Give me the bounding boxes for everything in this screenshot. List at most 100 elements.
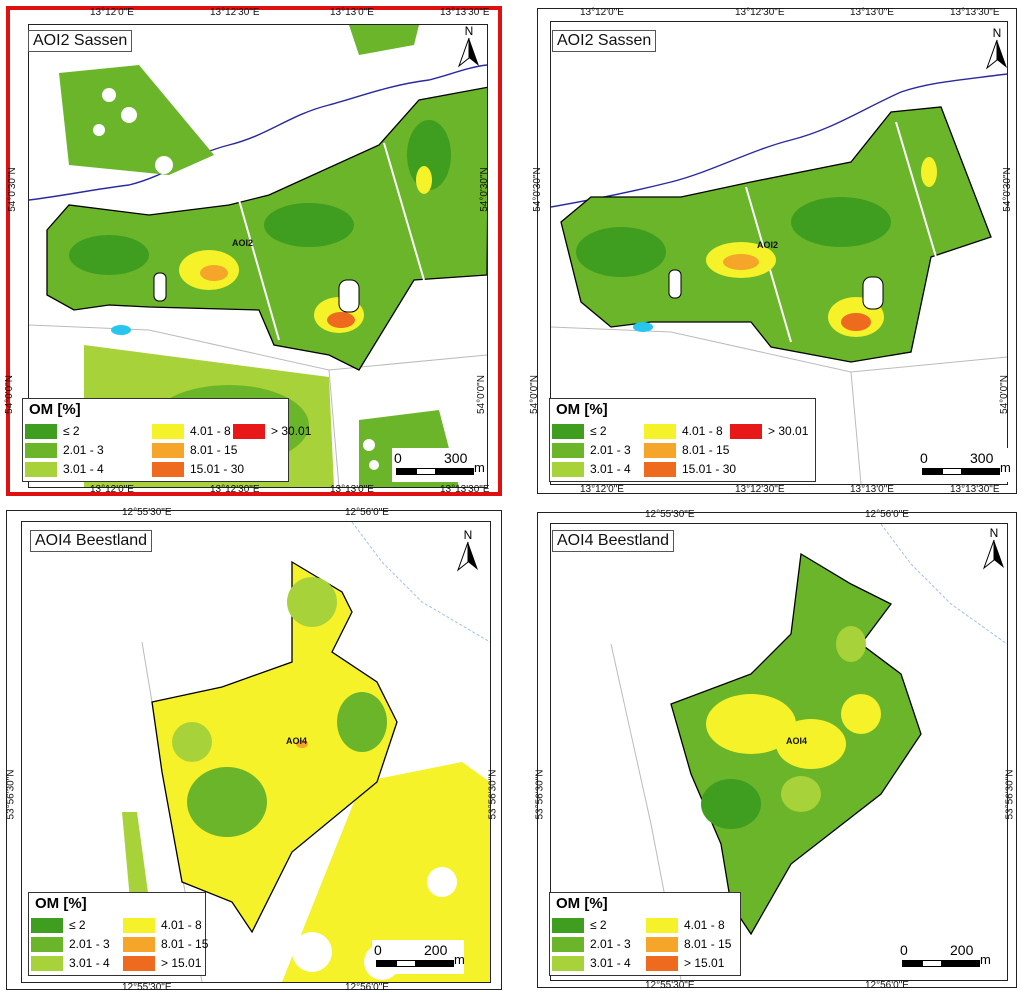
- legend-swatch: [730, 423, 762, 439]
- legend-item: > 30.01: [233, 423, 311, 439]
- north-label: N: [992, 26, 1002, 40]
- legend-label: 15.01 - 30: [682, 462, 737, 476]
- scale-unit: m: [980, 952, 991, 967]
- tick-label-left: 53°56'30"N: [534, 769, 546, 820]
- legend: OM [%] ≤ 2 2.01 - 3 3.01 - 4 4.01 - 8 8.01 - …: [28, 892, 208, 976]
- legend-title: OM [%]: [29, 401, 81, 418]
- legend-item: 3.01 - 4: [552, 955, 631, 971]
- north-label: N: [989, 526, 999, 540]
- legend-label: > 15.01: [161, 956, 202, 970]
- scale-zero: 0: [394, 450, 402, 466]
- legend-swatch: [25, 461, 57, 477]
- legend-swatch: [233, 423, 265, 439]
- legend-swatch: [552, 917, 584, 933]
- tick-label-bottom: 13°13'30"E: [950, 484, 1000, 495]
- legend-item: 4.01 - 8: [644, 423, 723, 439]
- scale-zero: 0: [920, 450, 928, 466]
- tick-label-top: 13°12'30"E: [210, 7, 260, 18]
- scale-zero: 0: [900, 942, 908, 958]
- legend-item: 15.01 - 30: [644, 461, 736, 477]
- legend-label: 8.01 - 15: [190, 443, 238, 457]
- scale-max: 200: [424, 942, 448, 958]
- scale-segment: [396, 960, 416, 967]
- arrow-shape: [456, 541, 478, 572]
- scale-max: 200: [950, 942, 974, 958]
- tick-label-left: 54°0'0"N: [3, 375, 15, 414]
- scale-unit: m: [1000, 460, 1011, 475]
- legend-label: 8.01 - 15: [161, 937, 209, 951]
- legend-item: 8.01 - 15: [644, 442, 729, 458]
- legend-item: > 15.01: [123, 955, 201, 971]
- tick-label-bottom: 12°55'30"E: [645, 980, 695, 991]
- legend-label: 4.01 - 8: [161, 918, 202, 932]
- tick-label-right: 53°56'30"N: [487, 769, 499, 820]
- scale-segment: [922, 468, 942, 475]
- tick-label-right: 54°0'30"N: [1001, 167, 1013, 212]
- legend-label: 2.01 - 3: [590, 937, 631, 951]
- tick-label-bottom: 12°56'0"E: [865, 980, 909, 991]
- legend-label: > 15.01: [684, 956, 725, 970]
- scale-segment: [942, 960, 980, 967]
- legend-swatch: [152, 423, 184, 439]
- legend-swatch: [123, 917, 155, 933]
- legend-item: 15.01 - 30: [152, 461, 244, 477]
- legend-label: 2.01 - 3: [590, 443, 631, 457]
- map-canvas: [610, 524, 1007, 980]
- scale-segment: [962, 468, 1000, 475]
- aoi-label: AOI4: [786, 736, 808, 746]
- scale-segment: [922, 960, 942, 967]
- legend-item: > 15.01: [646, 955, 724, 971]
- tick-label-top: 13°12'0"E: [580, 7, 624, 18]
- scale-segment: [436, 468, 474, 475]
- arrow-shape: [985, 39, 1007, 70]
- legend-swatch: [644, 461, 676, 477]
- tick-label-bottom: 13°12'30"E: [210, 484, 260, 495]
- legend-item: ≤ 2: [31, 917, 86, 933]
- scale-bar: 0 300 m: [392, 448, 485, 482]
- legend-swatch: [646, 917, 678, 933]
- legend-swatch: [25, 442, 57, 458]
- legend-item: > 30.01: [730, 423, 808, 439]
- tick-label-top: 13°13'30"E: [950, 7, 1000, 18]
- north-label: N: [464, 24, 474, 38]
- tick-label-left: 53°56'30"N: [5, 769, 17, 820]
- map-panel-aoi4-interpolated[interactable]: [6, 510, 502, 990]
- scale-bar: 0 200 m: [372, 940, 465, 974]
- legend-swatch: [644, 442, 676, 458]
- tick-label-top: 12°55'30"E: [645, 509, 695, 520]
- north-label: N: [463, 528, 473, 542]
- map-title: AOI4 Beestland: [30, 530, 153, 552]
- legend-item: 3.01 - 4: [31, 955, 110, 971]
- legend-label: > 30.01: [271, 424, 312, 438]
- legend-item: 8.01 - 15: [123, 936, 208, 952]
- north-arrow-icon: N: [455, 24, 483, 70]
- tick-label-right: 54°0'0"N: [475, 375, 487, 414]
- legend-swatch: [646, 955, 678, 971]
- tick-label-left: 54°0'30"N: [6, 167, 18, 212]
- tick-label-top: 13°12'30"E: [735, 7, 785, 18]
- legend-swatch: [123, 955, 155, 971]
- map-panel-aoi2-corrected[interactable]: [537, 8, 1017, 494]
- arrow-shape: [457, 37, 479, 68]
- legend-swatch: [552, 442, 584, 458]
- tick-label-bottom: 13°13'0"E: [330, 484, 374, 495]
- legend-label: ≤ 2: [590, 918, 607, 932]
- north-arrow-icon: N: [454, 528, 482, 574]
- tick-label-bottom: 12°56'0"E: [345, 982, 389, 993]
- tick-label-left: 54°0'0"N: [528, 375, 540, 414]
- tick-label-right: 54°0'0"N: [998, 375, 1010, 414]
- scale-zero: 0: [374, 942, 382, 958]
- legend-item: 8.01 - 15: [646, 936, 731, 952]
- tick-label-top: 13°13'0"E: [330, 7, 374, 18]
- legend-label: ≤ 2: [590, 424, 607, 438]
- legend-item: 3.01 - 4: [25, 461, 104, 477]
- legend-item: ≤ 2: [552, 917, 607, 933]
- tick-label-top: 13°13'30"E: [440, 7, 490, 18]
- tick-label-bottom: 13°13'30"E: [440, 484, 490, 495]
- tick-label-top: 13°13'0"E: [850, 7, 894, 18]
- legend-swatch: [152, 461, 184, 477]
- legend-label: > 30.01: [768, 424, 809, 438]
- legend-swatch: [552, 936, 584, 952]
- tick-label-bottom: 13°12'0"E: [90, 484, 134, 495]
- tick-label-bottom: 12°55'30"E: [122, 982, 172, 993]
